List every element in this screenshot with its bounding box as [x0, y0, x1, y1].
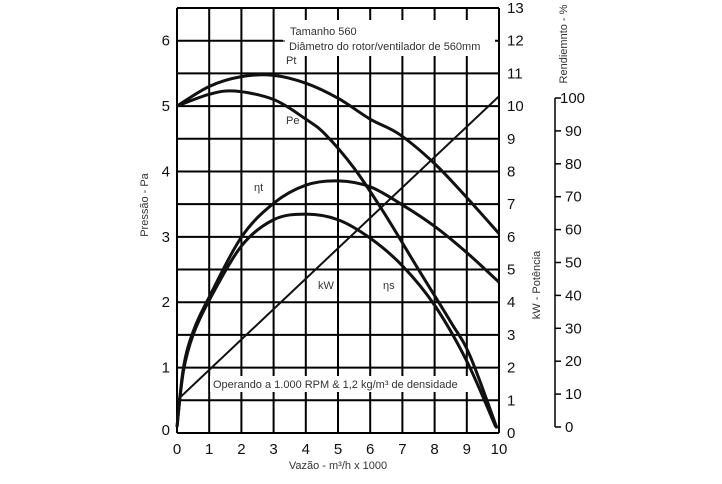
efficiency-tick-label: 20 — [565, 353, 582, 370]
kw-tick-label: 11 — [507, 65, 523, 82]
pressure-tick-label: 6 — [162, 33, 170, 50]
kw-tick-label: 9 — [507, 131, 515, 148]
x-tick-label: 4 — [302, 441, 310, 458]
annotation-bottom-box — [210, 376, 468, 392]
kw-tick-label: 6 — [507, 229, 515, 246]
kw-tick-label: 0 — [507, 425, 515, 442]
pressure-tick-label: 5 — [162, 98, 170, 115]
kw-tick-label: 10 — [507, 98, 524, 115]
series-label-pe: Pe — [286, 115, 299, 127]
series-line-pe — [176, 89, 499, 429]
series-line-eta-s — [175, 212, 498, 428]
kw-tick-label: 7 — [507, 196, 515, 213]
y-axis-title-pressure: Pressão - Pa — [139, 172, 151, 236]
series-label-eta-s: ηs — [383, 280, 395, 292]
annotation-top-box — [283, 20, 495, 56]
efficiency-tick-label: 100 — [560, 90, 585, 107]
x-tick-label: 5 — [334, 441, 342, 458]
kw-tick-label: 3 — [507, 327, 515, 344]
pressure-tick-label: 2 — [162, 294, 170, 311]
kw-tick-label: 5 — [507, 262, 515, 279]
x-axis-title: Vazão - m³/h x 1000 — [289, 460, 387, 472]
series-line-kw — [176, 95, 500, 402]
efficiency-tick-label: 80 — [565, 156, 582, 173]
annotation-diameter: Diâmetro do rotor/ventilador de 560mm — [289, 41, 480, 53]
series-label-kw: kW — [318, 280, 335, 292]
kw-tick-label: 4 — [507, 294, 515, 311]
annotation-size: Tamanho 560 — [290, 26, 357, 38]
x-tick-label: 6 — [366, 441, 374, 458]
pressure-tick-label: 3 — [162, 229, 170, 246]
kw-tick-label: 1 — [507, 392, 515, 409]
efficiency-tick-label: 10 — [565, 386, 582, 403]
x-tick-label: 0 — [173, 441, 181, 458]
pressure-tick-label: 0 — [162, 422, 170, 439]
x-tick-label: 2 — [237, 441, 245, 458]
efficiency-tick-label: 50 — [565, 255, 582, 272]
y-axis-title-kw: kW - Potência — [531, 250, 543, 319]
efficiency-tick-label: 40 — [565, 287, 582, 304]
x-tick-label: 10 — [491, 441, 508, 458]
kw-tick-label: 13 — [507, 0, 524, 17]
series-line-pt — [176, 73, 501, 235]
y-axis-title-efficiency: Rendiemnto - % — [558, 4, 570, 83]
x-tick-label: 1 — [205, 441, 213, 458]
x-tick-label: 7 — [398, 441, 406, 458]
x-tick-label: 8 — [430, 441, 438, 458]
x-tick-label: 9 — [463, 441, 471, 458]
x-tick-label: 3 — [269, 441, 277, 458]
kw-tick-label: 2 — [507, 360, 515, 377]
curves: Pt Pe ηt ηs kW — [175, 55, 501, 429]
efficiency-tick-label: 30 — [565, 320, 582, 337]
efficiency-tick-label: 90 — [565, 123, 582, 140]
grid — [176, 7, 500, 434]
kw-tick-label: 8 — [507, 163, 515, 180]
annotation-operating: Operando a 1.000 RPM & 1,2 kg/m³ de dens… — [213, 379, 458, 391]
efficiency-tick-label: 70 — [565, 189, 582, 206]
tick-labels: 0 1 2 3 4 5 6 7 8 9 100123456012345678910111213010… — [162, 0, 585, 458]
efficiency-tick-label: 0 — [565, 419, 573, 436]
efficiency-tick-label: 60 — [565, 222, 582, 239]
pressure-tick-label: 1 — [162, 360, 170, 377]
kw-tick-label: 12 — [507, 33, 524, 50]
series-label-pt: Pt — [286, 55, 296, 67]
pressure-tick-label: 4 — [162, 163, 170, 180]
series-label-eta-t: ηt — [254, 182, 263, 194]
